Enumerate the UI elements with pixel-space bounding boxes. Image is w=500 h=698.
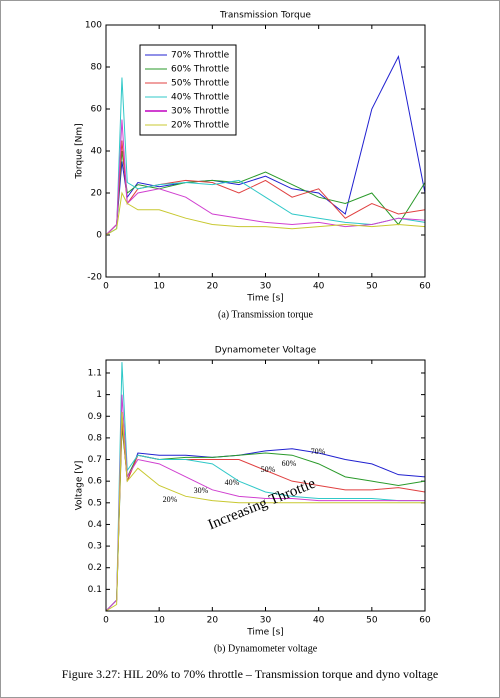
legend-label: 50% Throttle — [171, 79, 230, 89]
y-tick-label: 100 — [85, 21, 102, 31]
annotation: 60% — [282, 459, 297, 468]
x-tick-label: 50 — [366, 282, 378, 292]
annotation: 20% — [163, 495, 178, 504]
legend-label: 70% Throttle — [171, 51, 230, 61]
figure-caption: Figure 3.27: HIL 20% to 70% throttle – T… — [62, 667, 439, 681]
y-tick-label: 40 — [91, 147, 103, 157]
series-line — [105, 140, 426, 236]
y-axis-label: Torque [Nm] — [75, 123, 85, 179]
x-tick-label: 0 — [103, 282, 109, 292]
y-tick-label: 0.9 — [88, 412, 103, 422]
y-tick-label: 0.5 — [88, 498, 102, 508]
legend-label: 20% Throttle — [171, 121, 230, 131]
x-tick-label: 60 — [419, 282, 431, 292]
chart-caption: (b) Dynamometer voltage — [214, 643, 318, 654]
x-tick-label: 10 — [153, 282, 165, 292]
y-tick-label: 0.7 — [88, 455, 102, 465]
series-line — [105, 394, 425, 612]
legend-label: 60% Throttle — [171, 65, 230, 75]
axes-box — [105, 359, 426, 612]
legend-box — [139, 44, 237, 136]
series-line — [105, 77, 426, 236]
y-tick-label: 1.1 — [88, 368, 102, 378]
x-tick-label: 60 — [419, 616, 431, 626]
y-tick-label: 0.6 — [88, 477, 103, 487]
annotation: 40% — [225, 478, 240, 487]
series-line — [105, 411, 425, 612]
y-tick-label: 20 — [91, 189, 103, 199]
x-tick-label: 40 — [313, 616, 325, 626]
axes-box — [105, 24, 426, 278]
x-tick-label: 20 — [207, 616, 219, 626]
y-tick-label: 0.3 — [88, 542, 102, 552]
x-tick-label: 0 — [103, 616, 109, 626]
plot-area — [106, 360, 425, 611]
y-tick-label: 0 — [96, 231, 102, 241]
x-tick-label: 30 — [260, 616, 272, 626]
x-axis-label: Time [s] — [246, 294, 284, 304]
y-axis-label: Voltage [V] — [75, 461, 85, 511]
legend-label: 30% Throttle — [171, 107, 230, 117]
chart-title: Dynamometer Voltage — [215, 346, 317, 356]
legend-label: 40% Throttle — [171, 93, 230, 103]
y-tick-label: 0.4 — [88, 520, 103, 530]
x-tick-label: 30 — [260, 282, 272, 292]
chart-caption: (a) Transmission torque — [218, 309, 314, 320]
x-tick-label: 10 — [153, 616, 165, 626]
x-tick-label: 20 — [207, 282, 219, 292]
y-tick-label: 0.1 — [88, 585, 102, 595]
y-tick-label: -20 — [87, 273, 102, 283]
x-tick-label: 50 — [366, 616, 378, 626]
y-tick-label: 0.8 — [88, 433, 103, 443]
x-tick-label: 40 — [313, 282, 325, 292]
annotation: 30% — [194, 486, 209, 495]
series-line — [105, 362, 425, 612]
y-tick-label: 1 — [96, 390, 102, 400]
annotation: 50% — [261, 465, 276, 474]
chart-title: Transmission Torque — [219, 11, 311, 21]
annotation: 70% — [311, 447, 326, 456]
x-axis-label: Time [s] — [246, 628, 284, 638]
y-tick-label: 80 — [91, 63, 103, 73]
y-tick-label: 0.2 — [88, 563, 102, 573]
y-tick-label: 60 — [91, 105, 103, 115]
series-line — [105, 191, 426, 236]
